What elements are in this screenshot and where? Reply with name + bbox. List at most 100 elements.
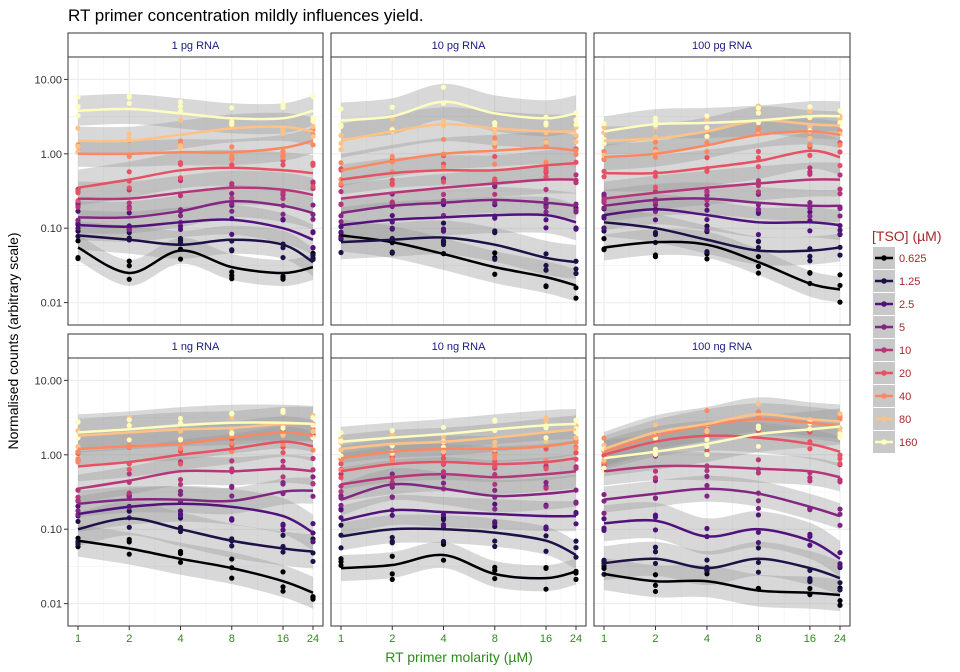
panel-border	[330, 56, 587, 326]
data-point	[601, 141, 607, 147]
series-line	[340, 440, 577, 460]
chart-title: RT primer concentration mildly influence…	[68, 6, 424, 25]
data-point	[177, 160, 184, 166]
legend-key-point	[881, 278, 887, 284]
legend-key-point	[881, 255, 887, 261]
data-point	[543, 196, 549, 202]
confidence-band	[604, 541, 840, 596]
data-point	[652, 202, 659, 208]
confidence-band	[604, 162, 840, 216]
data-point	[310, 558, 316, 565]
data-point	[601, 174, 607, 180]
data-point	[492, 183, 498, 190]
data-point	[492, 256, 498, 262]
data-point	[837, 272, 843, 278]
data-point	[389, 534, 395, 541]
confidence-band	[604, 132, 840, 192]
data-point	[492, 271, 498, 277]
data-point	[573, 209, 579, 215]
data-point	[389, 177, 395, 183]
data-point	[280, 104, 286, 111]
y-tick-label: 0.10	[41, 223, 62, 235]
data-point	[280, 474, 286, 480]
series-line	[340, 527, 577, 557]
data-point	[704, 451, 710, 458]
data-point	[837, 580, 843, 586]
data-point	[280, 588, 286, 594]
data-point	[389, 471, 395, 477]
data-point	[573, 417, 579, 423]
series-line	[77, 139, 314, 156]
y-tick-label: 1.00	[41, 149, 62, 161]
data-point	[543, 415, 549, 421]
data-point	[75, 208, 81, 214]
smooth-lines	[77, 107, 314, 275]
data-point	[177, 223, 184, 229]
data-point	[755, 263, 762, 269]
x-tick-label: 8	[492, 633, 498, 645]
data-point	[440, 538, 447, 545]
data-point	[229, 556, 235, 562]
data-point	[280, 154, 286, 160]
y-tick-label: 0.01	[41, 298, 62, 310]
data-point	[440, 557, 447, 563]
facet-panel: 1 pg RNA 0.01 0.10 1.00 10.00	[34, 32, 324, 326]
data-point	[229, 231, 235, 237]
data-point	[229, 105, 235, 111]
data-point	[652, 527, 659, 533]
data-point	[837, 231, 843, 237]
data-point	[338, 140, 344, 146]
x-tick-label: 24	[570, 633, 582, 645]
y-tick-label: 10.00	[34, 74, 62, 86]
data-point	[280, 217, 286, 223]
data-point	[177, 508, 184, 514]
x-tick-label: 4	[704, 633, 710, 645]
facet-strip-label: 1 ng RNA	[172, 341, 220, 353]
series-line	[340, 198, 577, 215]
data-point	[177, 461, 184, 467]
data-point	[177, 559, 184, 565]
series-line	[77, 431, 314, 451]
data-point	[492, 153, 498, 160]
data-point	[543, 533, 549, 539]
data-point	[310, 252, 316, 258]
data-point	[543, 466, 549, 472]
confidence-band	[78, 416, 313, 465]
data-point	[177, 213, 184, 219]
data-point	[126, 494, 132, 500]
series-line	[340, 236, 577, 264]
data-point	[807, 228, 813, 234]
data-point	[601, 121, 607, 127]
series-line	[340, 213, 577, 227]
series-line	[340, 234, 577, 287]
data-point	[601, 491, 607, 498]
data-point	[177, 117, 184, 123]
data-point	[652, 139, 659, 145]
data-point	[755, 270, 762, 276]
data-point	[573, 266, 579, 272]
legend-key-point	[881, 347, 887, 353]
data-point	[573, 117, 579, 123]
x-axis-label: RT primer molarity (µM)	[385, 649, 533, 665]
data-point	[75, 103, 81, 110]
x-tick-label: 1	[338, 633, 344, 645]
data-point	[280, 150, 286, 157]
data-point	[704, 482, 710, 489]
x-tick-label: 2	[389, 633, 395, 645]
data-point	[389, 512, 395, 518]
data-point	[837, 587, 843, 593]
series-line	[603, 464, 841, 479]
series-line	[340, 428, 577, 451]
legend-label: 80	[899, 414, 911, 426]
data-point	[75, 449, 81, 455]
confidence-band	[341, 196, 576, 244]
data-point	[310, 229, 316, 236]
data-point	[229, 575, 235, 581]
data-point	[837, 598, 843, 604]
data-point	[338, 181, 344, 187]
data-point	[177, 99, 184, 105]
data-point	[492, 191, 498, 197]
data-point	[338, 522, 344, 528]
data-point	[338, 106, 344, 112]
